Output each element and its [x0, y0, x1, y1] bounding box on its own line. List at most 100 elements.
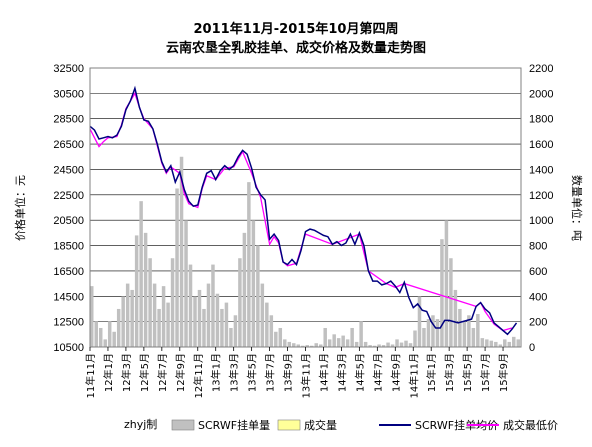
x-tick-label: 14年11月 [407, 353, 420, 398]
volume-bar [283, 339, 287, 347]
y-left-tick-label: 32500 [53, 63, 84, 75]
volume-bar [90, 286, 94, 347]
x-tick-label: 15年3月 [443, 353, 456, 392]
volume-bar [170, 258, 175, 347]
volume-bar [287, 341, 292, 347]
legend-item: SCRWF挂单均价 [379, 418, 498, 432]
volume-bar [489, 340, 494, 347]
volume-bar [318, 344, 323, 347]
volume-bar [274, 331, 278, 347]
x-tick-label: 12年11月 [192, 353, 205, 398]
y-axis-left-label: 价格单位：元 [13, 175, 27, 241]
volume-bar [197, 289, 202, 347]
volume-bar [292, 343, 296, 347]
volume-bar [503, 339, 507, 347]
volume-bar [350, 327, 354, 347]
volume-bar [220, 308, 224, 347]
volume-bar [157, 308, 161, 347]
volume-bar [516, 339, 520, 347]
x-tick-label: 15年1月 [425, 353, 438, 392]
volume-bar [494, 341, 498, 347]
volume-bar [395, 339, 399, 347]
volume-bar [193, 296, 197, 347]
volume-bar [444, 220, 449, 347]
x-tick-label: 13年11月 [300, 353, 313, 398]
volume-bar [121, 296, 125, 347]
volume-bar [98, 327, 103, 347]
y-right-tick-label: 0 [529, 342, 535, 354]
volume-bar [381, 345, 386, 347]
volume-bar [184, 220, 188, 347]
x-tick-label: 14年3月 [335, 353, 348, 392]
volume-bar [278, 327, 283, 347]
volume-bar [390, 344, 395, 347]
volume-bar [345, 339, 350, 347]
volume-bar [233, 315, 238, 347]
y-left-tick-label: 18500 [53, 241, 84, 253]
legend-swatch [277, 419, 301, 431]
y-right-tick-label: 1800 [529, 114, 553, 126]
legend-item: 成交最低价 [467, 418, 558, 432]
x-tick-label: 15年7月 [479, 353, 492, 392]
legend: SCRWF挂单量 成交量 SCRWF挂单均价 成交最低价 [171, 418, 558, 432]
volume-bar [125, 283, 130, 347]
right-axis-ticks: 2200200018001600140012001000800600400200… [529, 63, 553, 354]
volume-bar [143, 232, 148, 347]
legend-label: SCRWF挂单均价 [415, 418, 498, 432]
chart-title-line1: 2011年11月-2015年10月第四周 [194, 21, 399, 37]
x-tick-label: 13年9月 [282, 353, 295, 392]
volume-bar [377, 344, 381, 347]
y-right-tick-label: 200 [529, 317, 547, 329]
x-tick-label: 12年3月 [120, 353, 133, 392]
x-tick-label: 11年11月 [84, 353, 97, 398]
volume-bar [467, 315, 471, 347]
x-tick-label: 14年9月 [389, 353, 402, 392]
legend-item: 成交量 [277, 418, 337, 432]
volume-bar [296, 344, 301, 347]
x-tick-label: 12年5月 [138, 353, 151, 392]
volume-bar [211, 264, 215, 347]
y-left-tick-label: 26500 [53, 139, 84, 151]
y-left-tick-label: 28500 [53, 114, 84, 126]
volume-bar [417, 296, 422, 347]
volume-bar [265, 302, 269, 347]
x-tick-label: 13年5月 [246, 353, 259, 392]
y-axis-right-label: 数量单位：吨 [570, 175, 584, 241]
x-tick-label: 13年1月 [210, 353, 223, 392]
volume-bar [206, 283, 211, 347]
volume-bar [139, 201, 143, 347]
avg-price-line [89, 85, 518, 336]
y-left-tick-label: 16500 [53, 266, 84, 278]
y-left-tick-label: 30500 [53, 88, 84, 100]
volume-bar [336, 338, 341, 347]
legend-label: 成交最低价 [503, 418, 558, 432]
x-tick-label: 14年7月 [371, 353, 384, 392]
volume-bar [224, 302, 229, 347]
volume-bar [426, 319, 431, 347]
volume-bar [112, 331, 116, 347]
volume-bar [431, 315, 435, 347]
volume-bar [152, 283, 157, 347]
volume-bar [215, 293, 220, 347]
volume-bar [301, 345, 305, 347]
y-right-tick-label: 1600 [529, 139, 553, 151]
legend-swatch [171, 419, 195, 431]
x-tick-label: 12年9月 [174, 353, 187, 392]
x-tick-label: 14年5月 [353, 353, 366, 392]
volume-bar [242, 232, 247, 347]
volume-bar [116, 308, 121, 347]
volume-bar [327, 339, 332, 347]
volume-bar [435, 319, 440, 347]
x-tick-label: 13年3月 [228, 353, 241, 392]
volume-bar [305, 345, 309, 347]
volume-bar [408, 343, 413, 347]
volume-bar [480, 338, 485, 347]
volume-bar [309, 345, 314, 347]
y-right-tick-label: 800 [529, 241, 547, 253]
volume-bar [462, 321, 467, 347]
volume-bar [363, 341, 368, 347]
x-axis-ticks: 11年11月 12年1月 12年3月 12年5月 12年7月 12年9月 12年11月 13年… [84, 347, 510, 398]
volume-bar [188, 264, 193, 347]
volume-bar [471, 327, 476, 347]
